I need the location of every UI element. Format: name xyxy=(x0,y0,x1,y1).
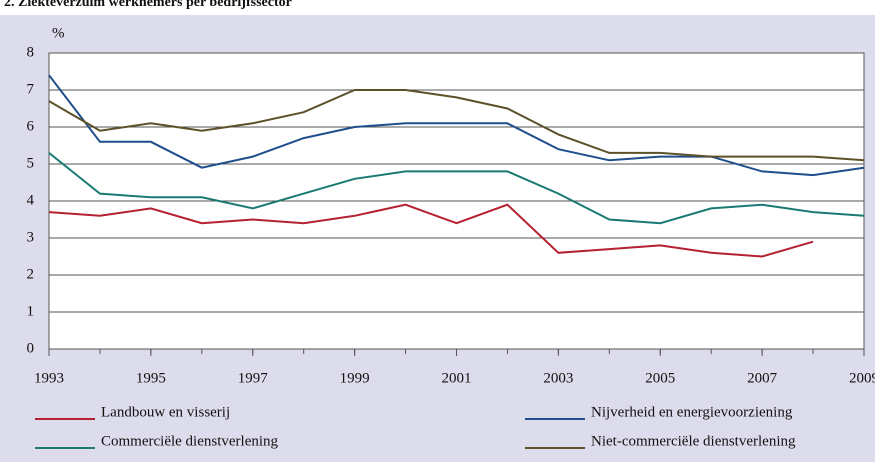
x-tick-label: 1995 xyxy=(136,370,166,386)
x-tick-label: 1993 xyxy=(34,370,64,386)
y-tick-label: 1 xyxy=(27,303,35,319)
legend-label: Landbouw en visserij xyxy=(101,404,230,420)
y-tick-label: 8 xyxy=(27,44,35,60)
legend-label: Commerciële dienstverlening xyxy=(101,433,279,449)
series-line xyxy=(48,74,865,177)
x-tick-label: 2005 xyxy=(645,370,675,386)
plot-border xyxy=(48,52,865,350)
y-tick-label: 2 xyxy=(27,266,35,282)
y-axis-label: % xyxy=(52,25,65,41)
x-tick-label: 2003 xyxy=(543,370,573,386)
legend-label: Niet-commerciële dienstverlening xyxy=(591,433,796,449)
x-tick-label: 2009 xyxy=(849,370,875,386)
y-tick-label: 4 xyxy=(27,192,35,208)
x-tick-label: 1997 xyxy=(238,370,269,386)
legend-label: Nijverheid en energievoorziening xyxy=(591,404,793,420)
series-line xyxy=(48,203,814,258)
y-tick-label: 0 xyxy=(27,340,35,356)
y-tick-label: 5 xyxy=(27,155,35,171)
x-tick-label: 2001 xyxy=(442,370,472,386)
series-line xyxy=(48,89,865,162)
y-tick-label: 6 xyxy=(27,118,35,134)
x-tick-label: 2007 xyxy=(747,370,778,386)
y-tick-label: 3 xyxy=(27,229,35,245)
x-tick-label: 1999 xyxy=(340,370,370,386)
y-tick-label: 7 xyxy=(27,81,35,97)
chart-title: 2. Ziekteverzuim werknemers per bedrijfs… xyxy=(4,0,292,10)
series-line xyxy=(48,152,865,225)
